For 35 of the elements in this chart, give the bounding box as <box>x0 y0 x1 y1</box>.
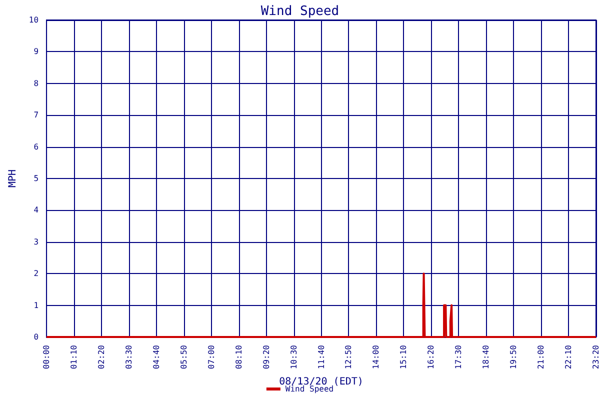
y-axis-title: MPH <box>8 169 18 188</box>
x-tick-label: 01:10 <box>70 344 79 370</box>
y-tick-label: 1 <box>34 300 39 310</box>
x-tick-label: 22:10 <box>564 344 574 370</box>
x-tick-label: 15:10 <box>399 344 408 370</box>
x-tick-label: 09:20 <box>262 344 271 370</box>
y-tick-label: 8 <box>34 78 39 88</box>
chart-title: Wind Speed <box>260 4 340 19</box>
x-tick-label: 12:50 <box>344 344 354 370</box>
y-tick-label: 0 <box>34 332 39 342</box>
y-tick-label: 2 <box>34 269 39 278</box>
x-tick-label: 18:40 <box>482 344 491 370</box>
x-tick-label: 23:20 <box>592 344 600 370</box>
x-tick-label: 03:30 <box>124 344 134 370</box>
x-tick-label: 10:30 <box>289 344 298 370</box>
x-tick-label: 08:10 <box>234 344 244 370</box>
x-tick-label: 00:00 <box>42 344 52 370</box>
x-tick-label: 02:20 <box>96 344 106 370</box>
x-tick-label: 05:50 <box>179 344 188 370</box>
x-tick-label: 17:30 <box>454 344 464 370</box>
x-tick-label: 04:40 <box>152 344 161 370</box>
y-tick-label: 9 <box>34 47 39 56</box>
y-tick-label: 7 <box>34 110 39 120</box>
y-tick-label: 5 <box>34 174 39 183</box>
y-tick-label: 3 <box>34 237 39 246</box>
x-tick-label: 07:00 <box>206 344 216 370</box>
y-tick-label: 10 <box>28 16 39 24</box>
x-tick-label: 14:00 <box>372 344 381 370</box>
legend-label: Wind Speed <box>285 384 334 394</box>
x-tick-label: 11:40 <box>316 344 326 370</box>
y-tick-label: 6 <box>34 142 39 152</box>
x-tick-label: 21:00 <box>536 344 546 370</box>
y-tick-label: 4 <box>34 206 39 215</box>
x-tick-label: 19:50 <box>509 344 518 370</box>
x-tick-label: 16:20 <box>426 344 436 370</box>
